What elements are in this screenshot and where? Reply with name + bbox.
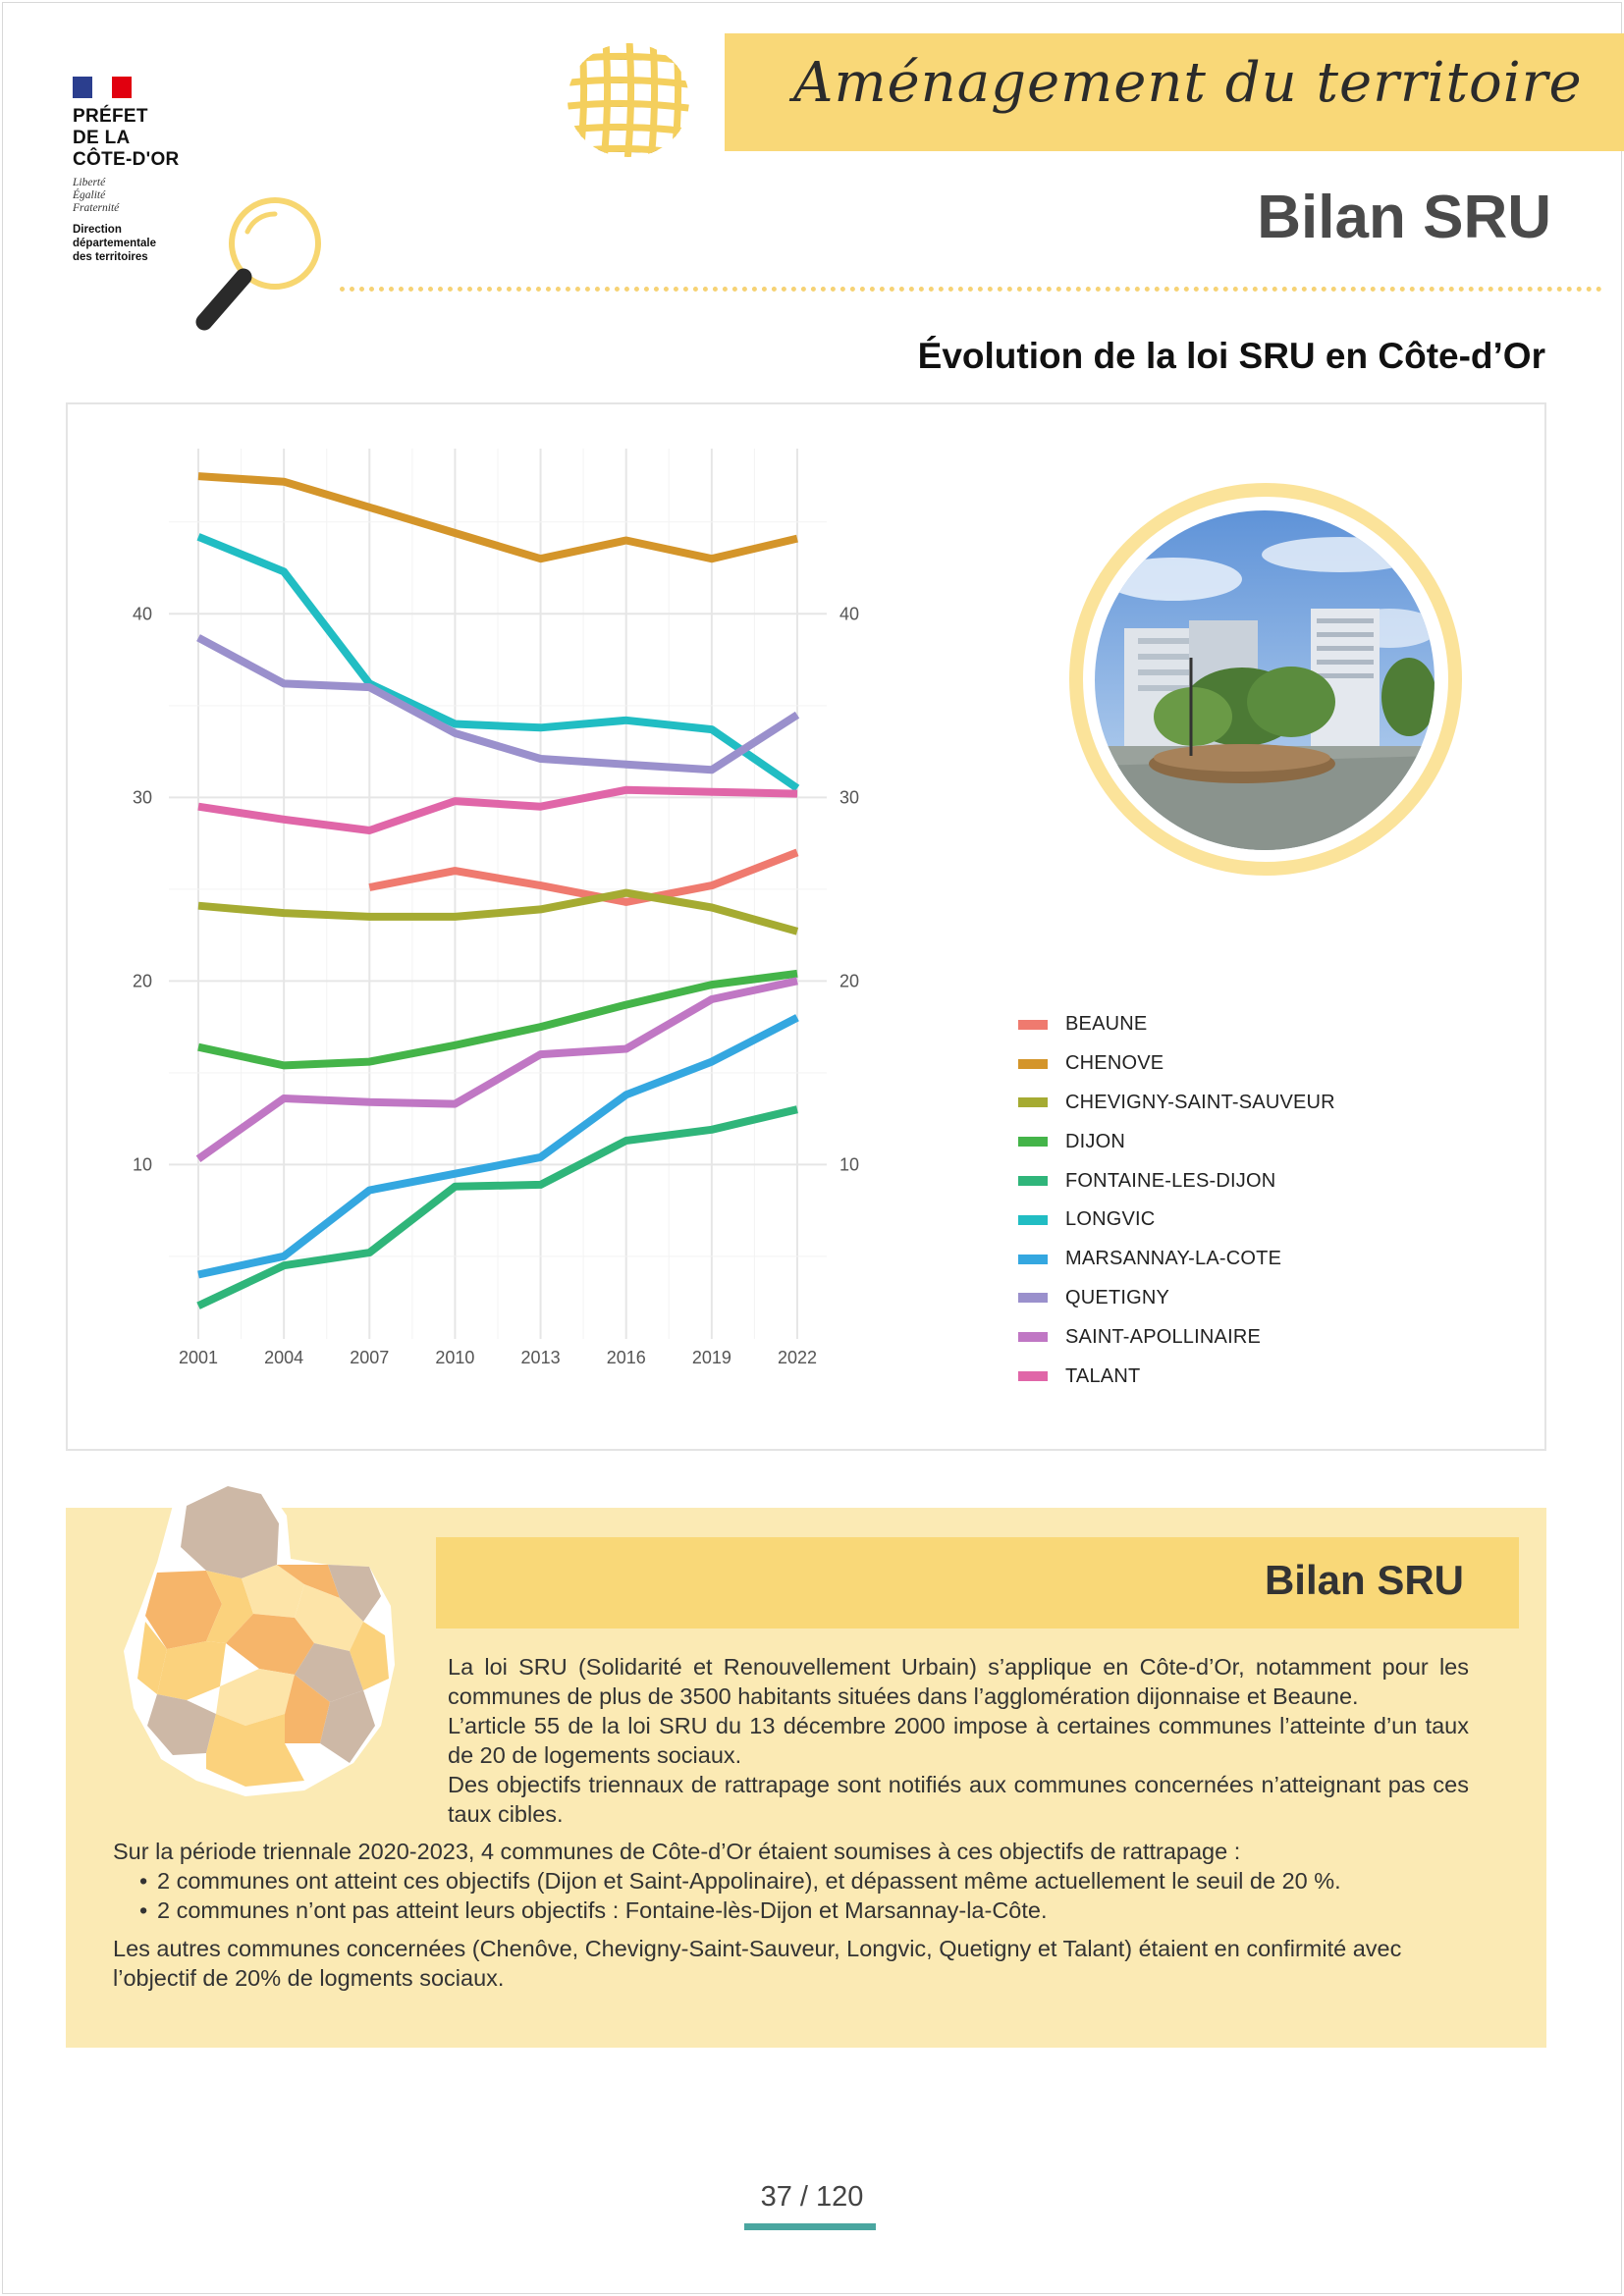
intro-paragraph: Des objectifs triennaux de rattrapage so… — [448, 1772, 1469, 1827]
legend-swatch — [1018, 1254, 1048, 1264]
y-tick-label-left: 30 — [133, 787, 152, 807]
x-tick-label: 2013 — [521, 1348, 561, 1367]
legend-label: FONTAINE-LES-DIJON — [1065, 1169, 1276, 1192]
urban-plaza-photo — [1095, 510, 1435, 850]
series-line-chenove — [197, 472, 798, 563]
legend-label: DIJON — [1065, 1130, 1125, 1152]
bullet-dot: • — [139, 1897, 148, 1923]
x-tick-label: 2007 — [350, 1348, 389, 1367]
series-line-talant — [197, 785, 798, 834]
cote-dor-map-icon — [124, 1476, 395, 1796]
dotted-divider — [340, 287, 1602, 292]
header-banner: Aménagement du territoire — [725, 33, 1624, 151]
hatched-circle-icon — [568, 43, 689, 157]
legend-item: CHEVIGNY-SAINT-SAUVEUR — [1018, 1084, 1335, 1123]
y-tick-label-left: 10 — [133, 1154, 152, 1174]
bullet-text: 2 communes n’ont pas atteint leurs objec… — [157, 1897, 1048, 1923]
logo-motto: Liberté Égalité Fraternité — [73, 177, 120, 214]
legend-swatch — [1018, 1019, 1048, 1030]
series-line-marsannay-la-cote — [197, 1014, 799, 1279]
x-tick-label: 2001 — [179, 1348, 218, 1367]
bullet-item: • 2 communes ont atteint ces objectifs (D… — [139, 1866, 1494, 1896]
info-intro: La loi SRU (Solidarité et Renouvellement… — [448, 1652, 1469, 1829]
legend-item: TALANT — [1018, 1357, 1335, 1396]
page-number-underline — [744, 2223, 876, 2230]
series-line-fontaine-les-dijon — [196, 1105, 798, 1309]
legend-item: LONGVIC — [1018, 1201, 1335, 1240]
x-tick-label: 2022 — [778, 1348, 817, 1367]
line-chart: 10 10 20 20 30 30 40 40 2001 2004 2007 2010 2013 2016… — [133, 449, 859, 1367]
legend-label: TALANT — [1065, 1364, 1141, 1387]
y-tick-label-right: 30 — [839, 787, 859, 807]
bullet-item: • 2 communes n’ont pas atteint leurs obje… — [139, 1896, 1494, 1925]
legend-swatch — [1018, 1097, 1048, 1108]
series-line-quetigny — [196, 634, 800, 774]
series-line-saint-apollinaire — [195, 977, 798, 1162]
info-banner: Bilan SRU — [436, 1537, 1519, 1629]
info-title: Bilan SRU — [1264, 1557, 1464, 1603]
info-others: Les autres communes concernées (Chenôve,… — [113, 1936, 1402, 1991]
legend-swatch — [1018, 1214, 1048, 1225]
legend-swatch — [1018, 1137, 1048, 1148]
x-tick-label: 2019 — [692, 1348, 731, 1367]
intro-paragraph: L’article 55 de la loi SRU du 13 décembr… — [448, 1713, 1469, 1768]
y-tick-label-right: 10 — [839, 1154, 859, 1174]
banner-title: Aménagement du territoire — [793, 51, 1583, 115]
y-tick-label-left: 20 — [133, 971, 152, 990]
legend-item: BEAUNE — [1018, 1005, 1335, 1044]
series-line-longvic — [196, 533, 800, 792]
legend-label: BEAUNE — [1065, 1013, 1148, 1036]
chart-legend: BEAUNE CHENOVE CHEVIGNY-SAINT-SAUVEUR DI… — [1018, 1005, 1335, 1396]
y-tick-label-right: 20 — [839, 971, 859, 990]
legend-swatch — [1018, 1332, 1048, 1343]
series-line-beaune — [368, 848, 799, 906]
legend-label: LONGVIC — [1065, 1208, 1156, 1231]
magnifier-icon — [195, 197, 321, 331]
logo-title: PRÉFET DE LA CÔTE-D'OR — [73, 106, 180, 170]
x-tick-label: 2010 — [435, 1348, 474, 1367]
legend-label: SAINT-APOLLINAIRE — [1065, 1325, 1262, 1348]
info-period: Sur la période triennale 2020-2023, 4 co… — [113, 1839, 1241, 1864]
series-line-chevigny-saint-sauveur — [197, 888, 799, 935]
legend-item: SAINT-APOLLINAIRE — [1018, 1317, 1335, 1357]
photo-frame — [1069, 483, 1462, 876]
legend-swatch — [1018, 1176, 1048, 1187]
chart-panel: 10 10 20 20 30 30 40 40 2001 2004 2007 2010 2013 2016… — [66, 402, 1546, 1451]
legend-item: QUETIGNY — [1018, 1279, 1335, 1318]
y-tick-label-right: 40 — [839, 604, 859, 623]
info-bullets: • 2 communes ont atteint ces objectifs (D… — [139, 1866, 1494, 1925]
bullet-dot: • — [139, 1868, 148, 1894]
prefet-logo: PRÉFET DE LA CÔTE-D'OR Liberté Égalité F… — [73, 77, 220, 264]
legend-swatch — [1018, 1371, 1048, 1382]
bullet-text: 2 communes ont atteint ces objectifs (Di… — [157, 1868, 1341, 1894]
legend-label: QUETIGNY — [1065, 1286, 1170, 1308]
legend-label: CHENOVE — [1065, 1052, 1164, 1075]
legend-item: CHENOVE — [1018, 1044, 1335, 1084]
legend-label: CHEVIGNY-SAINT-SAUVEUR — [1065, 1091, 1335, 1113]
logo-direction: Direction départementale des territoires — [73, 224, 157, 263]
legend-item: DIJON — [1018, 1122, 1335, 1161]
legend-swatch — [1018, 1293, 1048, 1304]
legend-item: FONTAINE-LES-DIJON — [1018, 1161, 1335, 1201]
y-tick-label-left: 40 — [133, 604, 152, 623]
chart-heading: Évolution de la loi SRU en Côte-d’Or — [917, 336, 1545, 376]
legend-item: MARSANNAY-LA-COTE — [1018, 1240, 1335, 1279]
x-tick-label: 2004 — [264, 1348, 303, 1367]
page-title: Bilan SRU — [1257, 184, 1551, 251]
page-number: 37 / 120 — [760, 2181, 864, 2213]
legend-swatch — [1018, 1058, 1048, 1069]
legend-label: MARSANNAY-LA-COTE — [1065, 1248, 1282, 1270]
intro-paragraph: La loi SRU (Solidarité et Renouvellement… — [448, 1654, 1469, 1709]
series-line-dijon — [197, 969, 798, 1070]
x-tick-label: 2016 — [607, 1348, 646, 1367]
french-flag-icon — [73, 77, 132, 98]
